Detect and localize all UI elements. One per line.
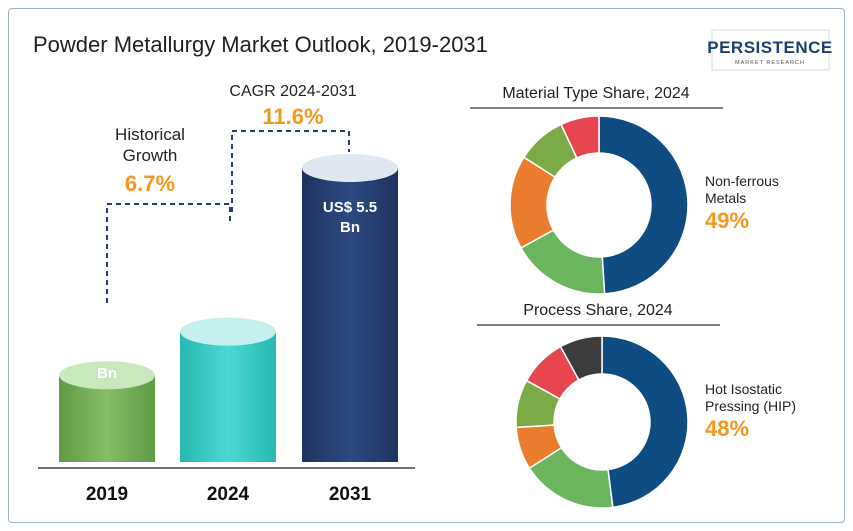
bar-body-2019 bbox=[59, 375, 155, 462]
page-title: Powder Metallurgy Market Outlook, 2019-2… bbox=[33, 32, 488, 57]
bar-body-2031 bbox=[302, 168, 398, 462]
process-donut bbox=[515, 335, 689, 509]
process-slice-1 bbox=[601, 335, 689, 509]
material-highlight-value: 49% bbox=[705, 208, 749, 233]
category-label-2019: 2019 bbox=[86, 484, 128, 505]
bar-2031 bbox=[302, 154, 398, 462]
bar-value-label-2024: US$ 2.5 Bn bbox=[201, 267, 255, 304]
bar-2024 bbox=[180, 317, 276, 462]
bar-cap-2019 bbox=[59, 361, 155, 390]
logo-name: PERSISTENCE bbox=[707, 38, 832, 57]
category-label-2024: 2024 bbox=[207, 484, 250, 505]
process-share-title: Process Share, 2024 bbox=[523, 302, 673, 319]
historical-connector bbox=[106, 203, 231, 303]
cagr-connector bbox=[231, 130, 350, 212]
bar-cap-2024 bbox=[180, 317, 276, 346]
bar-value-label-2019: US$ 1.7 Bn bbox=[80, 345, 134, 382]
bar-group bbox=[59, 154, 398, 462]
historical-growth-value: 6.7% bbox=[125, 171, 175, 196]
material-share-title: Material Type Share, 2024 bbox=[502, 85, 689, 102]
bar-body-2024 bbox=[180, 331, 276, 462]
material-highlight-label: Non-ferrous Metals bbox=[705, 173, 779, 206]
bar-cap-2031 bbox=[302, 154, 398, 182]
bar-value-label-2031: US$ 5.5 Bn bbox=[323, 199, 377, 236]
process-highlight-value: 48% bbox=[705, 416, 749, 441]
logo-tagline: MARKET RESEARCH bbox=[735, 60, 805, 66]
category-label-2031: 2031 bbox=[329, 484, 372, 505]
cagr-label: CAGR 2024-2031 bbox=[229, 83, 356, 100]
material-slice-1 bbox=[598, 115, 689, 295]
persistence-logo: PERSISTENCE MARKET RESEARCH bbox=[707, 29, 832, 71]
cagr-value: 11.6% bbox=[262, 104, 323, 129]
historical-growth-label: Historical Growth bbox=[115, 125, 185, 165]
material-slice-5 bbox=[560, 115, 600, 159]
process-slice-6 bbox=[559, 335, 603, 381]
process-highlight-label: Hot Isostatic Pressing (HIP) bbox=[705, 381, 796, 414]
material-donut bbox=[509, 115, 689, 295]
bar-2019 bbox=[59, 361, 155, 462]
